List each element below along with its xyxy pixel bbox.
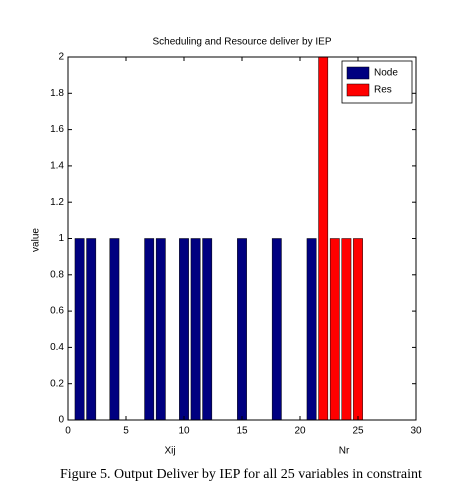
- y-axis-label: value: [31, 228, 42, 252]
- bar: [74, 238, 85, 421]
- bar: [86, 238, 97, 421]
- chart-title: Scheduling and Resource deliver by IEP: [153, 37, 332, 48]
- y-tick-label: 0.4: [50, 342, 64, 353]
- y-tick-label: 1.4: [50, 161, 64, 172]
- x-tick-label: 15: [236, 426, 248, 437]
- bar: [329, 238, 340, 421]
- legend-swatch: [346, 66, 370, 80]
- bar: [318, 56, 329, 421]
- y-tick-label: 1: [58, 233, 64, 244]
- x-tick-label: 20: [294, 426, 306, 437]
- bar: [144, 238, 155, 421]
- legend-label: Node: [374, 68, 398, 79]
- x-tick-label: 25: [352, 426, 364, 437]
- y-tick-label: 0: [58, 415, 64, 426]
- y-tick-label: 0.8: [50, 269, 64, 280]
- x-tick-label: 10: [178, 426, 190, 437]
- y-tick-label: 1.8: [50, 88, 64, 99]
- bar: [306, 238, 317, 421]
- caption: Figure 5. Output Deliver by IEP for all …: [60, 467, 422, 482]
- bar: [155, 238, 166, 421]
- x-tick-label: 30: [410, 426, 422, 437]
- x-tick-label: 5: [123, 426, 129, 437]
- y-tick-label: 1.6: [50, 124, 64, 135]
- x-tick-label: 0: [65, 426, 71, 437]
- y-tick-label: 0.6: [50, 306, 64, 317]
- legend-swatch: [346, 83, 370, 97]
- bar: [190, 238, 201, 421]
- annotation: Xij: [164, 446, 175, 457]
- bar: [271, 238, 282, 421]
- legend-label: Res: [374, 85, 392, 96]
- bar: [109, 238, 120, 421]
- bar: [341, 238, 352, 421]
- y-tick-label: 2: [58, 52, 64, 63]
- y-tick-label: 0.2: [50, 378, 64, 389]
- annotation: Nr: [339, 446, 350, 457]
- bar: [179, 238, 189, 421]
- bar: [202, 238, 213, 421]
- bar: [353, 238, 363, 421]
- bar: [237, 238, 247, 421]
- y-tick-label: 1.2: [50, 197, 64, 208]
